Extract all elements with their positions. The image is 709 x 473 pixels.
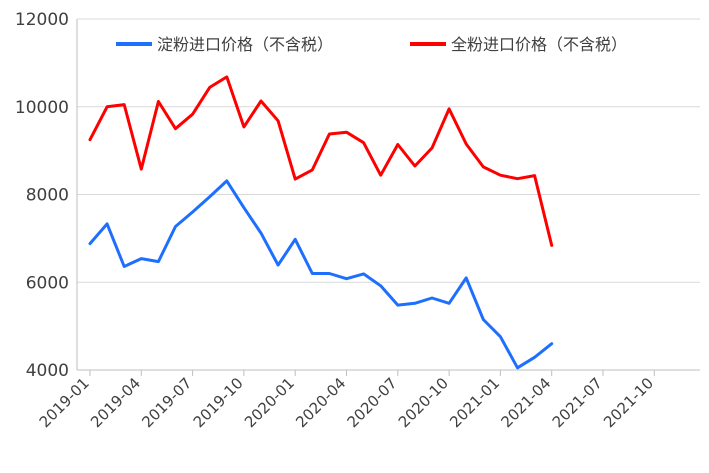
series-line-0 [88, 179, 554, 370]
series-line-1 [88, 75, 554, 247]
y-tick-label: 6000 [26, 273, 69, 293]
legend: 淀粉进口价格（不含税） 全粉进口价格（不含税） [116, 35, 627, 54]
y-tick-label: 10000 [15, 98, 69, 118]
legend-label-whole-powder: 全粉进口价格（不含税） [451, 35, 627, 54]
x-tick-label: 2019-04 [87, 374, 144, 431]
x-tick-label: 2020-01 [241, 374, 298, 431]
y-tick-label: 8000 [26, 186, 69, 206]
x-tick-label: 2020-04 [292, 374, 349, 431]
legend-label-starch: 淀粉进口价格（不含税） [157, 35, 333, 54]
y-tick-label: 12000 [15, 10, 69, 30]
x-tick-label: 2021-07 [549, 374, 606, 431]
x-tick-label: 2019-01 [36, 374, 93, 431]
x-tick-label: 2019-10 [190, 374, 247, 431]
axes: 40006000800010000120002019-012019-042019… [15, 10, 657, 431]
gridlines [77, 18, 700, 371]
x-tick-label: 2021-01 [446, 374, 503, 431]
x-tick-label: 2021-04 [497, 374, 554, 431]
x-tick-label: 2021-10 [600, 374, 657, 431]
series-lines [88, 75, 554, 370]
y-tick-label: 4000 [26, 361, 69, 381]
x-tick-label: 2020-07 [344, 374, 401, 431]
x-tick-label: 2019-07 [138, 374, 195, 431]
x-tick-label: 2020-10 [395, 374, 452, 431]
